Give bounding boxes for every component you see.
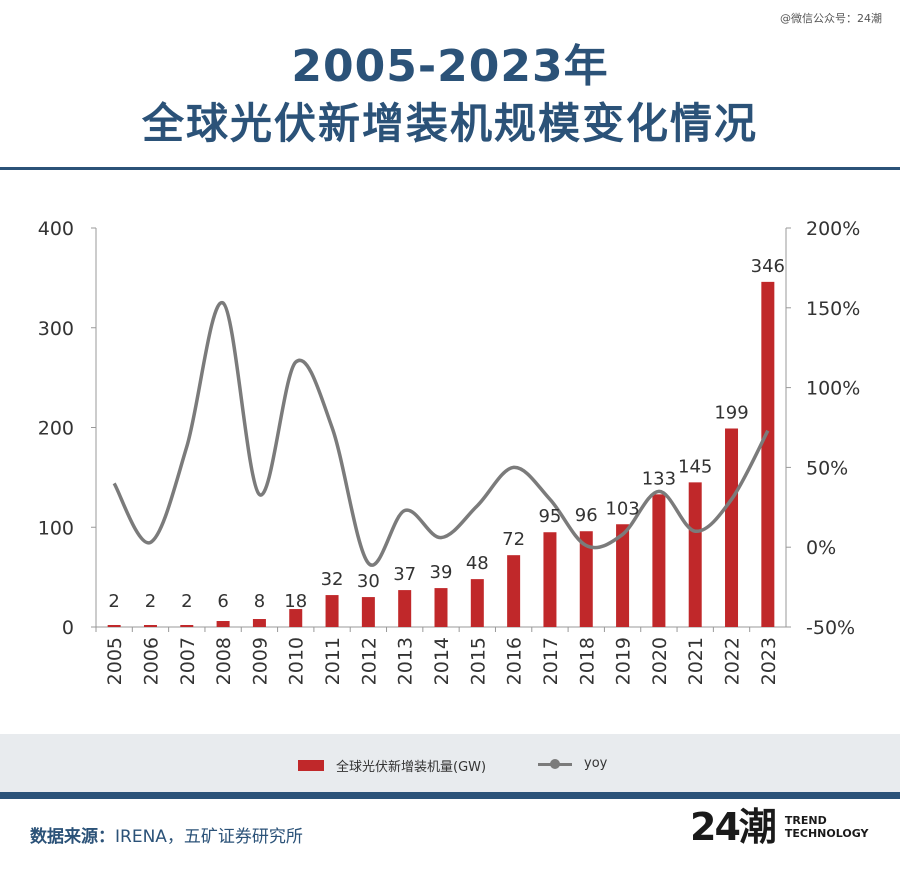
source-text: IRENA，五矿证券研究所 [115,827,303,847]
logo-mark: 24潮 [690,805,777,849]
bar [107,625,121,627]
bar-value-label: 96 [575,505,598,526]
x-tick-label: 2007 [177,637,199,685]
x-tick-label: 2018 [576,637,598,685]
x-tick-label: 2014 [431,637,453,685]
title-divider [0,167,900,170]
x-tick-label: 2008 [213,637,235,685]
bar-value-label: 8 [254,591,265,612]
x-tick-label: 2011 [322,637,344,685]
legend-bar-swatch [298,760,324,771]
brand-logo: 24潮 TREND TECHNOLOGY [690,808,868,846]
bar-value-label: 39 [430,562,453,583]
bar-value-label: 48 [466,553,489,574]
y-left-tick-label: 0 [62,617,74,639]
bar-value-label: 18 [284,591,307,612]
bar-value-label: 30 [357,571,380,592]
x-tick-label: 2019 [613,637,635,685]
x-tick-label: 2023 [758,637,780,685]
x-tick-label: 2020 [649,637,671,685]
y-right-tick-label: 200% [806,218,860,240]
logo-text: TREND TECHNOLOGY [785,814,869,840]
y-left-tick-label: 200 [38,418,74,440]
bar [289,609,303,627]
bar [761,281,775,627]
legend-line-swatch [538,758,572,770]
bar [543,532,557,627]
footer-divider [0,792,900,799]
x-tick-label: 2009 [249,637,271,685]
y-right-tick-label: 0% [806,537,836,559]
y-right-tick-label: 50% [806,457,848,479]
bar-value-label: 133 [642,468,676,489]
bar [180,625,194,627]
legend: 全球光伏新增装机量(GW) yoy [0,734,900,792]
bar-value-label: 199 [714,402,748,423]
x-tick-label: 2012 [358,637,380,685]
bar-value-label: 32 [321,569,344,590]
bar [252,619,266,627]
bar-value-label: 37 [393,564,416,585]
yoy-line [112,301,770,567]
bar-value-label: 72 [502,529,525,550]
x-tick-label: 2010 [286,637,308,685]
bar-value-label: 2 [108,591,119,612]
bar [216,621,230,627]
x-tick-label: 2006 [140,637,162,685]
source-label: 数据来源： [30,827,115,847]
bar [688,482,702,627]
chart-axes: 0 100 200 300 400 -50% 0% 50% 100% 150% 200% 2005 20… [38,218,861,685]
bar-value-label: 95 [538,506,561,527]
bar [398,590,412,627]
x-tick-label: 2005 [104,637,126,685]
bar-value-label: 145 [678,456,712,477]
logo-line-1: TREND [784,814,827,827]
x-tick-label: 2022 [722,637,744,685]
legend-line-label: yoy [584,756,608,771]
bar [579,531,593,627]
x-tick-label: 2013 [395,637,417,685]
bar [616,524,630,627]
x-tick-label: 2021 [685,637,707,685]
bar-value-label: 346 [751,256,785,277]
bar-value-label: 103 [605,498,639,519]
bar [143,625,157,627]
bar [652,494,666,627]
bar [725,428,739,627]
watermark: @微信公众号：24潮 [780,12,882,25]
y-left-tick-label: 300 [38,318,74,340]
bar-series [107,281,775,627]
logo-line-2: TECHNOLOGY [784,827,869,840]
bar-value-label: 2 [145,591,156,612]
page-subtitle: 全球光伏新增装机规模变化情况 [141,99,758,148]
bar-value-label: 2 [181,591,192,612]
y-left-tick-label: 100 [38,517,74,539]
legend-item-bar: 全球光伏新增装机量(GW) [298,756,486,775]
page-title: 2005-2023年 [291,41,609,92]
bar [361,597,375,627]
y-right-tick-label: 100% [806,378,860,400]
x-tick-label: 2016 [504,637,526,685]
x-tick-label: 2015 [467,637,489,685]
bar [507,555,521,627]
y-right-tick-label: -50% [806,617,855,639]
bar [325,595,339,627]
legend-bar-label: 全球光伏新增装机量(GW) [336,760,487,775]
bar [434,588,448,627]
source-note: 数据来源：IRENA，五矿证券研究所 [30,822,303,847]
y-right-tick-label: 150% [806,298,860,320]
x-tick-label: 2017 [540,637,562,685]
bar [470,579,484,627]
bar-value-label: 6 [217,591,228,612]
y-left-tick-label: 400 [38,218,74,240]
yoy-series [112,301,770,567]
legend-item-line: yoy [538,756,607,771]
chart: 0 100 200 300 400 -50% 0% 50% 100% 150% 200% 2005 20… [38,218,861,685]
